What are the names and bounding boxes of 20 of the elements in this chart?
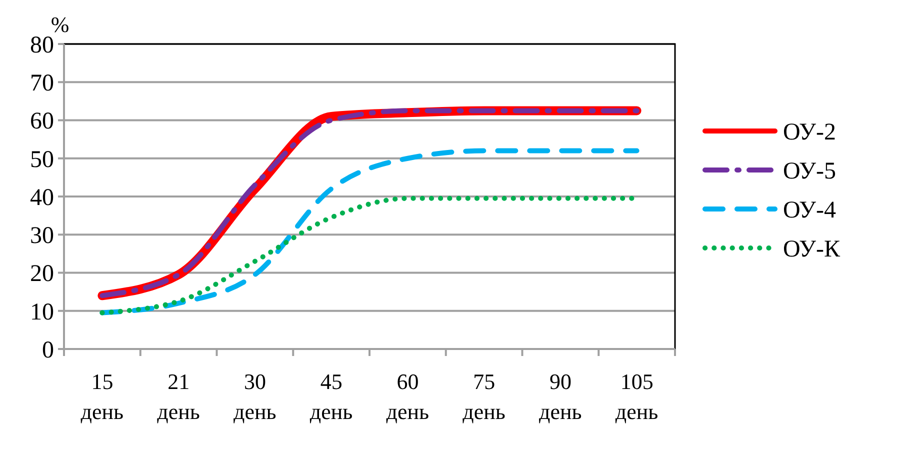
x-tick-label: 15 день	[80, 369, 124, 424]
y-tick-label: 10	[30, 299, 54, 326]
legend-label: ОУ-К	[783, 236, 841, 262]
x-tick-label: 30 день	[234, 369, 276, 424]
x-tick-label: 45 день	[310, 369, 353, 424]
y-tick-label: 70	[30, 70, 54, 97]
x-tick-label: 21 день	[157, 369, 200, 424]
x-tick-label: 75 день	[462, 369, 506, 424]
legend-label: ОУ-5	[783, 158, 836, 184]
legend-label: ОУ-4	[783, 197, 836, 224]
y-tick-label: 50	[30, 146, 54, 173]
y-tick-label: 0	[42, 337, 54, 364]
y-tick-label: 40	[30, 184, 54, 211]
y-tick-label: 60	[30, 108, 54, 135]
x-tick-label: 105 день	[615, 369, 658, 424]
legend-label: ОУ-2	[783, 119, 836, 146]
x-tick-label: 90 день	[539, 369, 582, 424]
y-tick-label: 20	[30, 261, 54, 288]
y-tick-label: 30	[30, 223, 54, 250]
x-tick-label: 60 день	[386, 369, 430, 424]
